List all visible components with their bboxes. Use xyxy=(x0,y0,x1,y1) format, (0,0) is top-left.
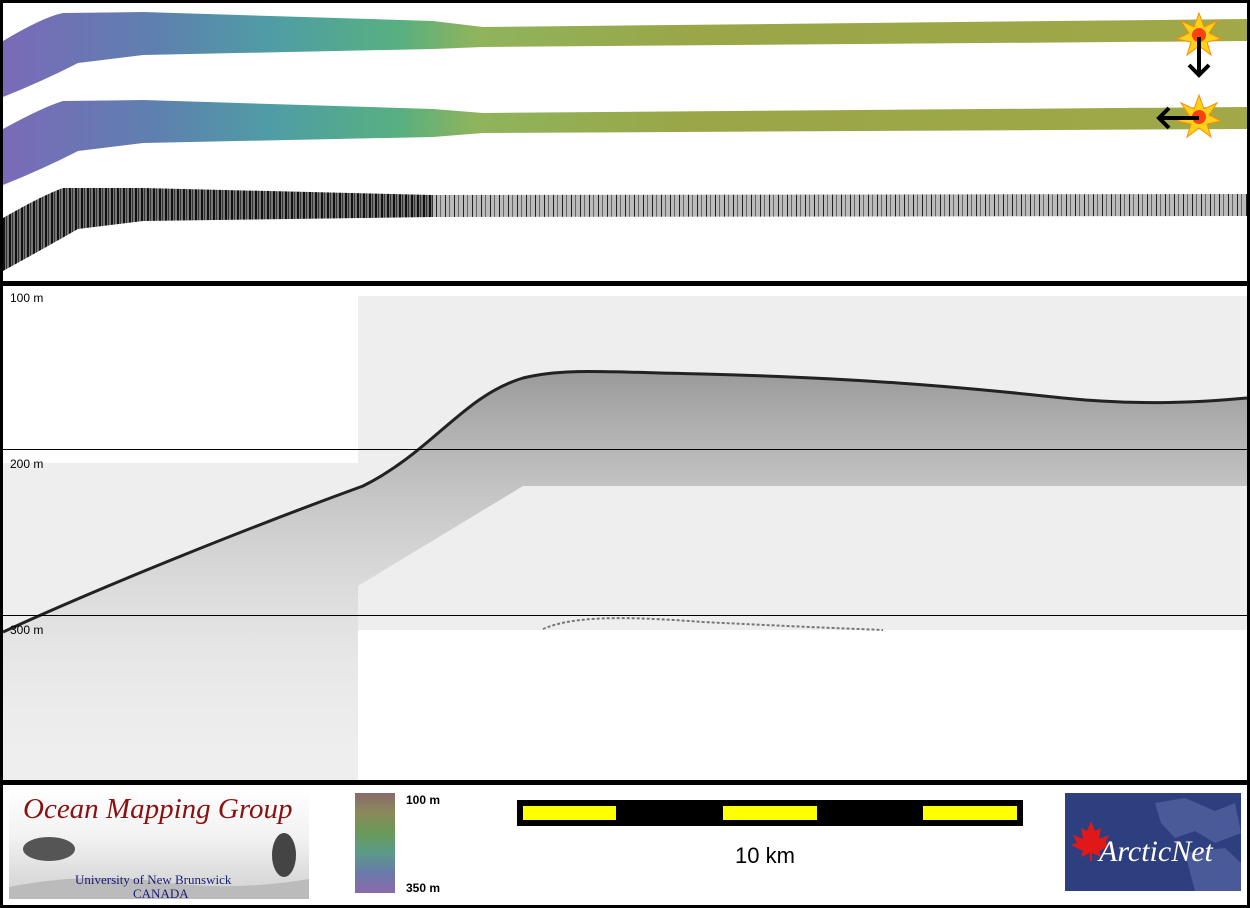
logo-title: Ocean Mapping Group xyxy=(23,793,293,825)
depth-label-200m: 200 m xyxy=(10,457,44,471)
backscatter-strip-light xyxy=(433,194,1247,217)
sub-reflector xyxy=(542,617,884,631)
arcticnet-text: ArcticNet xyxy=(1099,835,1213,868)
colorbar-top-label: 100 m xyxy=(406,793,441,807)
scale-segment-3 xyxy=(723,806,817,820)
swath-strips xyxy=(3,11,1247,271)
seafloor-reflector xyxy=(3,370,1247,634)
footer-panel: Ocean Mapping Group University of New Br… xyxy=(3,785,1247,905)
sediment-fade xyxy=(3,371,1247,780)
depth-label-300m: 300 m xyxy=(10,623,44,637)
arcticnet-logo: ArcticNet xyxy=(1065,793,1241,891)
colorbar-bottom-label: 350 m xyxy=(406,881,441,895)
arrow-down-icon xyxy=(1187,37,1211,78)
logo-graphic xyxy=(9,833,309,899)
arrow-left-icon xyxy=(1156,106,1199,130)
gridline-300m xyxy=(3,615,1247,616)
depth-colorbar xyxy=(355,793,395,893)
swath-panel xyxy=(3,3,1247,281)
logo-university: University of New Brunswick xyxy=(75,872,232,887)
ocean-mapping-group-logo: Ocean Mapping Group University of New Br… xyxy=(9,787,309,901)
maple-leaf-icon xyxy=(1071,821,1111,861)
scale-bar-label: 10 km xyxy=(735,843,795,868)
arcticnet-map-graphic xyxy=(1155,798,1241,891)
scale-segment-1 xyxy=(523,806,616,820)
scale-segment-5 xyxy=(923,806,1017,820)
bathymetry-strip-1 xyxy=(3,12,1247,97)
sub-bottom-profile-panel: 100 m 200 m 300 m xyxy=(3,286,1247,780)
gridline-200m xyxy=(3,449,1247,450)
backscatter-strip-dark xyxy=(3,188,433,271)
logo-country: CANADA xyxy=(133,886,189,901)
depth-label-100m: 100 m xyxy=(10,291,44,305)
scale-bar xyxy=(517,800,1023,826)
profile-image xyxy=(3,296,1247,780)
bathymetry-strip-2 xyxy=(3,100,1247,185)
